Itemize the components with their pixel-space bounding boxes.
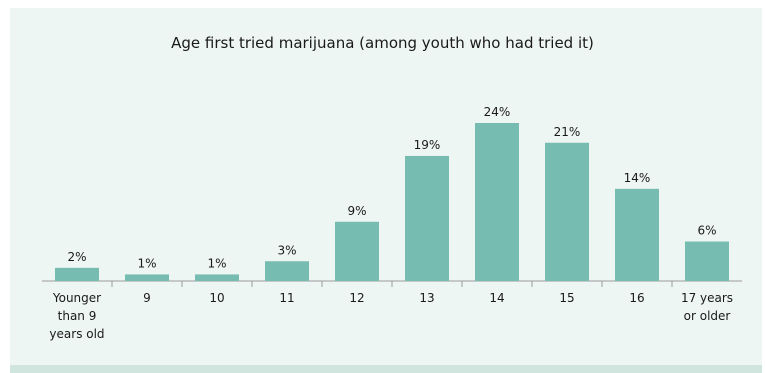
- x-tick-label: 15: [559, 291, 574, 305]
- data-label: 21%: [554, 125, 581, 139]
- data-label: 14%: [624, 171, 651, 185]
- x-tick-label: 10: [209, 291, 224, 305]
- x-tick-label: 17 years: [681, 291, 733, 305]
- data-label: 6%: [697, 224, 716, 238]
- bar: [685, 241, 729, 281]
- bar: [405, 155, 449, 281]
- bottom-accent-band: [10, 365, 762, 373]
- data-label: 9%: [347, 204, 366, 218]
- x-tick-label: 16: [629, 291, 644, 305]
- x-tick-label: than 9: [58, 309, 97, 323]
- bar: [615, 188, 659, 281]
- bar: [545, 142, 589, 281]
- bar: [125, 274, 169, 281]
- bar: [335, 221, 379, 281]
- bar: [195, 274, 239, 281]
- bar: [475, 123, 519, 281]
- x-tick-label: or older: [684, 309, 731, 323]
- data-label: 3%: [277, 243, 296, 257]
- chart-panel: [10, 8, 762, 365]
- x-tick-label: 12: [349, 291, 364, 305]
- data-label: 19%: [414, 138, 441, 152]
- data-label: 24%: [484, 105, 511, 119]
- bar: [265, 261, 309, 281]
- x-tick-label: 14: [489, 291, 504, 305]
- x-tick-label: 13: [419, 291, 434, 305]
- x-tick-label: years old: [49, 327, 104, 341]
- data-label: 2%: [67, 250, 86, 264]
- x-tick-label: 11: [279, 291, 294, 305]
- x-tick-label: Younger: [52, 291, 101, 305]
- bar: [55, 267, 99, 281]
- x-tick-label: 9: [143, 291, 151, 305]
- data-label: 1%: [137, 256, 156, 270]
- data-label: 1%: [207, 256, 226, 270]
- chart-title: Age first tried marijuana (among youth w…: [171, 34, 594, 52]
